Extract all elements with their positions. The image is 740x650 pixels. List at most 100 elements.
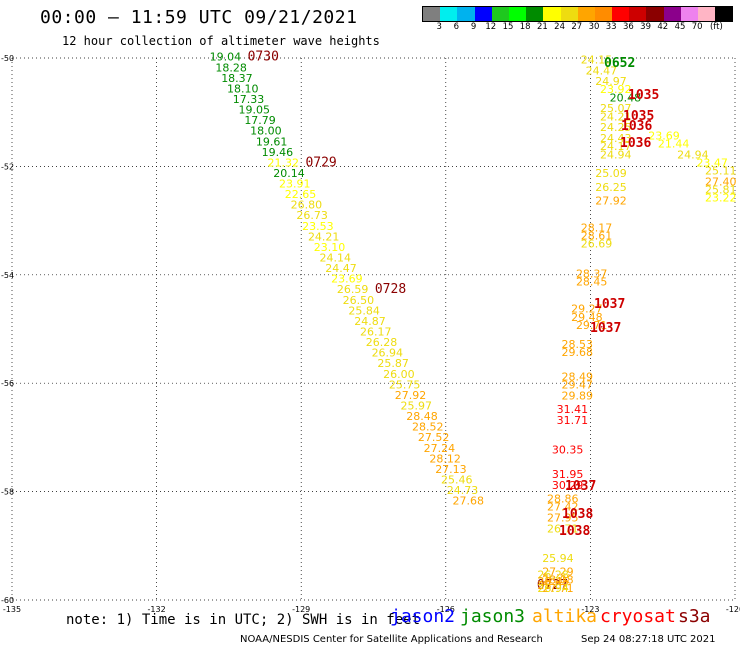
colorbar-cell: [457, 7, 475, 21]
wave-height-label: 29.27: [571, 303, 603, 316]
y-tick-label: -60: [1, 596, 14, 605]
colorbar-tick-label: 15: [502, 22, 514, 32]
pass-time-label: 1036: [621, 119, 652, 134]
wave-height-label: 22.65: [285, 188, 317, 201]
wave-height-label: 27.52: [418, 431, 450, 444]
wave-height-label: 18.00: [250, 125, 282, 138]
pass-time-label: 0728: [375, 282, 406, 297]
colorbar-cell: [680, 7, 698, 21]
wave-height-label: 29.48: [571, 311, 603, 324]
wave-height-label: 26.80: [291, 199, 323, 212]
pass-time-label: 0730: [248, 50, 279, 65]
wave-height-label: 25.81: [705, 184, 737, 197]
colorbar-tick-label: 24: [554, 22, 566, 32]
colorbar-tick-label: (ft): [709, 22, 723, 32]
wave-height-label: 27.24: [424, 442, 456, 455]
wave-height-label: 28.02: [537, 579, 569, 592]
colorbar-cell: [508, 7, 527, 21]
colorbar-cell: [663, 7, 681, 21]
wave-height-label: 26.25: [595, 181, 627, 194]
x-tick-label: -135: [3, 605, 21, 614]
x-tick-label: -123: [581, 605, 599, 614]
wave-height-label: 25.84: [348, 304, 380, 317]
colorbar-cell: [560, 7, 578, 21]
wave-height-label: 23.92: [600, 83, 632, 96]
wave-height-label: 19.04: [210, 51, 242, 64]
colorbar-cell: [646, 7, 664, 21]
wave-height-label: 27.95: [547, 511, 579, 524]
colorbar-tick-label: 3: [436, 22, 442, 32]
wave-height-label: 31.71: [557, 414, 589, 427]
wave-height-label: 28.53: [561, 338, 593, 351]
wave-height-label: 28.61: [581, 230, 613, 243]
wave-height-label: 24.47: [586, 64, 618, 77]
wave-height-label: 26.73: [296, 209, 328, 222]
y-tick-label: -50: [1, 54, 14, 63]
mission-jason2: jason2: [390, 606, 456, 627]
wave-height-label: 23.22: [705, 192, 737, 205]
footer-note: note: 1) Time is in UTC; 2) SWH is in fe…: [66, 612, 421, 628]
wave-height-label: 26.00: [383, 368, 415, 381]
wave-height-label: 26.28: [366, 336, 398, 349]
wave-height-label: 25.11: [705, 165, 737, 178]
wave-height-label: 18.37: [221, 72, 253, 85]
wave-height-label: 20.48: [610, 91, 642, 104]
colorbar-tick-label: 42: [657, 22, 669, 32]
wave-height-label: 23.69: [648, 129, 680, 142]
colorbar-cell: [715, 7, 733, 21]
mission-jason3: jason3: [460, 606, 526, 627]
colorbar-cell: [423, 7, 441, 21]
colorbar-tick-label: 18: [519, 22, 531, 32]
wave-height-label: 27.42: [547, 501, 579, 514]
x-tick-label: -126: [437, 605, 455, 614]
wave-height-label: 18.10: [227, 82, 258, 95]
wave-height-label: 24.25: [600, 121, 632, 134]
colorbar-cell: [577, 7, 595, 21]
wave-height-label: 26.50: [343, 294, 375, 307]
wave-height-label: 23.53: [302, 220, 334, 233]
wave-height-label: 23.91: [279, 178, 311, 191]
x-tick-label: -129: [292, 605, 310, 614]
colorbar-cell: [543, 7, 561, 21]
wave-height-label: 26.17: [360, 326, 392, 339]
wave-height-colorbar: [422, 6, 734, 22]
wave-height-label: 28.49: [561, 370, 593, 383]
colorbar-tick-label: 27: [571, 22, 583, 32]
mission-s3a: s3a: [678, 606, 711, 627]
wave-height-label: 24.21: [600, 110, 632, 123]
wave-height-label: 29.68: [561, 346, 593, 359]
wave-height-label: 18.28: [215, 61, 247, 74]
pass-time-label: 0652: [604, 56, 635, 71]
wave-height-label: 28.48: [406, 410, 438, 423]
wave-height-label: 28.52: [412, 421, 444, 434]
colorbar-cell: [491, 7, 509, 21]
wave-height-label: 24.73: [447, 484, 479, 497]
colorbar-tick-label: 36: [622, 22, 634, 32]
pass-time-label: 0729: [305, 155, 336, 170]
colorbar-tick-label: 70: [691, 22, 703, 32]
colorbar-cell: [526, 7, 544, 21]
mission-cryosat: cryosat: [600, 606, 676, 627]
wave-height-label: 23.69: [331, 273, 363, 286]
pass-time-label: 1036: [620, 136, 651, 151]
wave-height-label: 21.44: [658, 137, 690, 150]
pass-time-label: 0727: [537, 578, 568, 593]
wave-height-label: 31.95: [552, 468, 584, 481]
pass-time-label: 1037: [590, 321, 621, 336]
colorbar-cell: [474, 7, 492, 21]
y-tick-label: -52: [1, 162, 14, 171]
colorbar-tick-label: 12: [485, 22, 497, 32]
wave-height-label: 24.47: [325, 262, 357, 275]
wave-height-label: 26.59: [337, 283, 369, 296]
wave-height-label: 30.35: [552, 444, 584, 457]
wave-height-label: 28.37: [576, 268, 608, 281]
wave-height-label: 27.68: [453, 495, 485, 508]
page-title: 00:00 – 11:59 UTC 09/21/2021: [40, 7, 358, 28]
wave-height-label: 28.08: [542, 574, 574, 587]
colorbar-tick-label: 33: [605, 22, 617, 32]
wave-height-label: 24.43: [600, 132, 632, 145]
wave-height-label: 19.61: [256, 135, 288, 148]
y-tick-label: -56: [1, 379, 14, 388]
pass-time-label: 1037: [565, 479, 596, 494]
wave-height-label: 25.75: [389, 378, 421, 391]
